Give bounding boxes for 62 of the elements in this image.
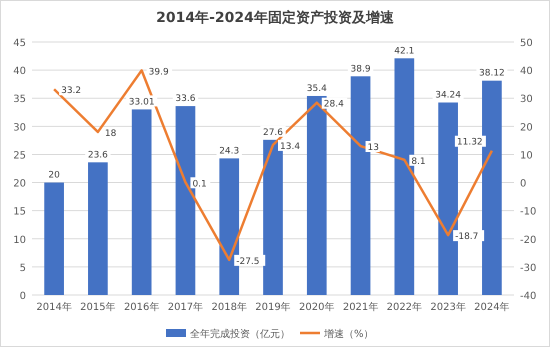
y2-tick-label: 0 <box>520 178 526 190</box>
data-label: 18 <box>104 128 117 139</box>
data-label: 11.32 <box>456 138 483 148</box>
y2-tick-label: -30 <box>520 262 536 274</box>
data-label: 39.9 <box>148 67 169 78</box>
chart-title: 2014年-2024年固定资产投资及增速 <box>156 9 395 26</box>
data-label: 20 <box>48 170 60 181</box>
y-tick-label: 45 <box>13 38 26 49</box>
data-label: 24.3 <box>219 146 240 156</box>
y-tick-label: 35 <box>13 94 26 106</box>
x-tick-label: 2024年 <box>474 301 510 313</box>
y-tick-label: 5 <box>20 262 26 274</box>
data-label: 33.6 <box>175 94 196 104</box>
data-label: -27.5 <box>236 256 260 267</box>
data-label: 27.6 <box>262 128 284 138</box>
y2-tick-label: 20 <box>520 122 533 134</box>
x-tick-label: 2014年 <box>36 301 72 313</box>
data-label: 38.12 <box>479 68 505 79</box>
data-label: 33.01 <box>128 97 155 108</box>
data-label: 33.2 <box>61 86 82 96</box>
data-label: 13.4 <box>280 142 300 152</box>
y-tick-label: 20 <box>13 178 26 190</box>
y-tick-label: 0 <box>20 291 26 302</box>
bar <box>88 162 108 295</box>
bar <box>350 76 370 295</box>
legend-label: 增速（%） <box>323 328 374 340</box>
x-tick-label: 2022年 <box>386 301 422 313</box>
y2-tick-label: -20 <box>520 234 536 246</box>
bar <box>482 80 502 295</box>
bar <box>44 182 64 295</box>
y2-tick-label: 10 <box>520 150 533 162</box>
bar <box>263 140 283 295</box>
x-tick-label: 2023年 <box>430 301 466 313</box>
x-tick-label: 2015年 <box>80 301 116 313</box>
x-tick-label: 2018年 <box>211 301 247 313</box>
x-tick-label: 2020年 <box>299 301 335 313</box>
y-tick-label: 10 <box>13 234 26 246</box>
data-label: 0.1 <box>192 179 207 190</box>
y-tick-label: 25 <box>13 150 26 162</box>
bar <box>132 109 152 295</box>
y2-tick-label: 50 <box>520 38 533 49</box>
data-label: 34.24 <box>435 90 462 100</box>
data-label: 8.1 <box>411 156 426 167</box>
y-tick-label: 30 <box>13 122 26 134</box>
data-label: 42.1 <box>394 46 414 56</box>
y2-tick-label: 40 <box>520 66 533 78</box>
legend-label: 全年完成投资（亿元） <box>190 328 290 340</box>
data-label: 23.6 <box>88 150 108 160</box>
data-label: 28.4 <box>324 100 344 110</box>
x-tick-label: 2017年 <box>168 301 204 313</box>
x-tick-label: 2016年 <box>124 301 160 313</box>
data-label: -18.7 <box>455 232 478 242</box>
y2-tick-label: 30 <box>520 94 533 106</box>
y2-tick-label: -10 <box>520 206 536 218</box>
x-tick-label: 2021年 <box>342 301 378 313</box>
y2-tick-label: -40 <box>520 291 536 302</box>
y-tick-label: 15 <box>13 206 26 218</box>
y-tick-label: 40 <box>13 66 26 78</box>
data-label: 38.9 <box>350 64 371 74</box>
x-tick-label: 2019年 <box>255 301 291 313</box>
data-label: 35.4 <box>306 84 328 94</box>
data-label: 13 <box>368 143 380 154</box>
